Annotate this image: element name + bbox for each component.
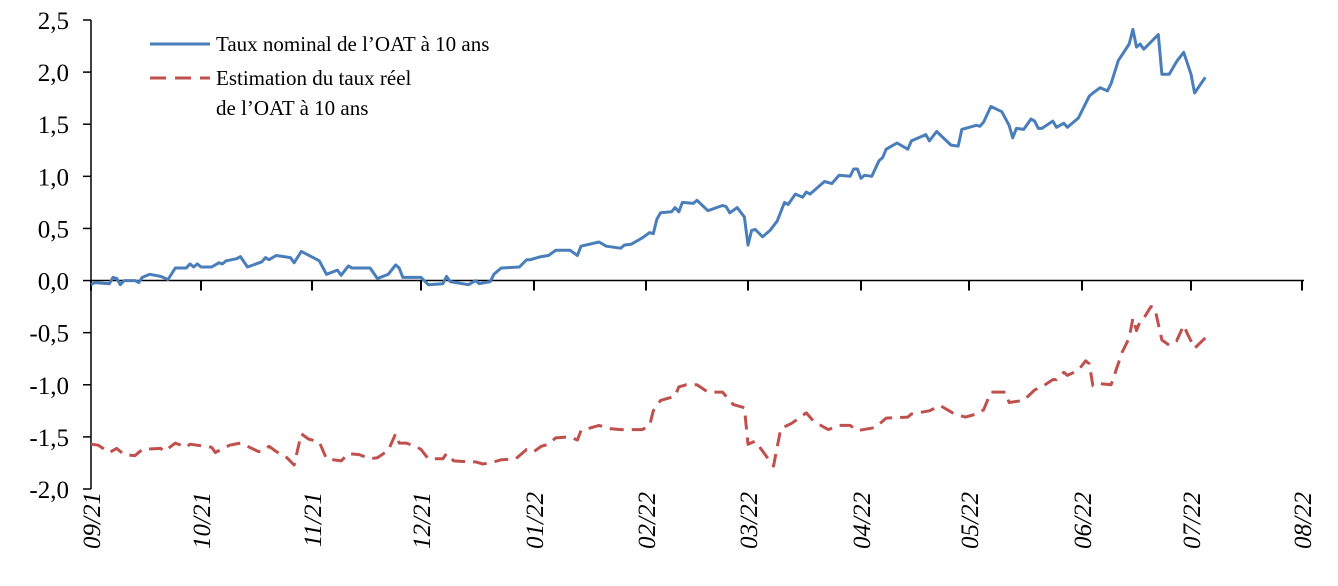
series-line-nominal xyxy=(90,27,1207,287)
y-tick-label: 1,0 xyxy=(38,164,69,191)
legend-label-real-line2: de l’OAT à 10 ans xyxy=(216,96,368,120)
x-tick-label: 11/21 xyxy=(300,492,327,547)
y-tick-label: -0,5 xyxy=(29,321,69,348)
axes: -2,0 -1,5 -1,0 -0,5 0,0 0,5 1,0 1,5 2,0 2,5 09/21 1… xyxy=(29,8,1317,549)
legend: Taux nominal de l’OAT à 10 ans Estimatio… xyxy=(150,32,489,120)
x-tick-label: 03/22 xyxy=(736,492,763,549)
y-tick-label: -2,0 xyxy=(29,477,69,504)
series-group xyxy=(90,27,1207,468)
x-tick-label: 05/22 xyxy=(957,492,984,549)
x-tick-label: 01/22 xyxy=(522,492,549,549)
x-tick-label: 06/22 xyxy=(1070,492,1097,549)
legend-label-nominal: Taux nominal de l’OAT à 10 ans xyxy=(216,32,489,56)
y-tick-label: -1,5 xyxy=(29,425,69,452)
series-line-real xyxy=(90,305,1207,468)
x-tick-label: 04/22 xyxy=(849,492,876,549)
x-tick-label: 02/22 xyxy=(634,492,661,549)
y-tick-label: 0,0 xyxy=(38,269,69,296)
x-tick-label: 12/21 xyxy=(409,492,436,549)
x-tick-label: 10/21 xyxy=(189,492,216,549)
x-tick-label: 07/22 xyxy=(1179,492,1206,549)
y-tick-label: 0,5 xyxy=(38,216,69,243)
y-tick-label: 2,5 xyxy=(38,8,69,35)
y-tick-label: -1,0 xyxy=(29,373,69,400)
x-tick-label: 09/21 xyxy=(79,492,106,549)
x-tick-label: 08/22 xyxy=(1290,492,1317,549)
y-tick-label: 2,0 xyxy=(38,60,69,87)
y-tick-label: 1,5 xyxy=(38,112,69,139)
legend-label-real-line1: Estimation du taux réel xyxy=(216,66,412,90)
